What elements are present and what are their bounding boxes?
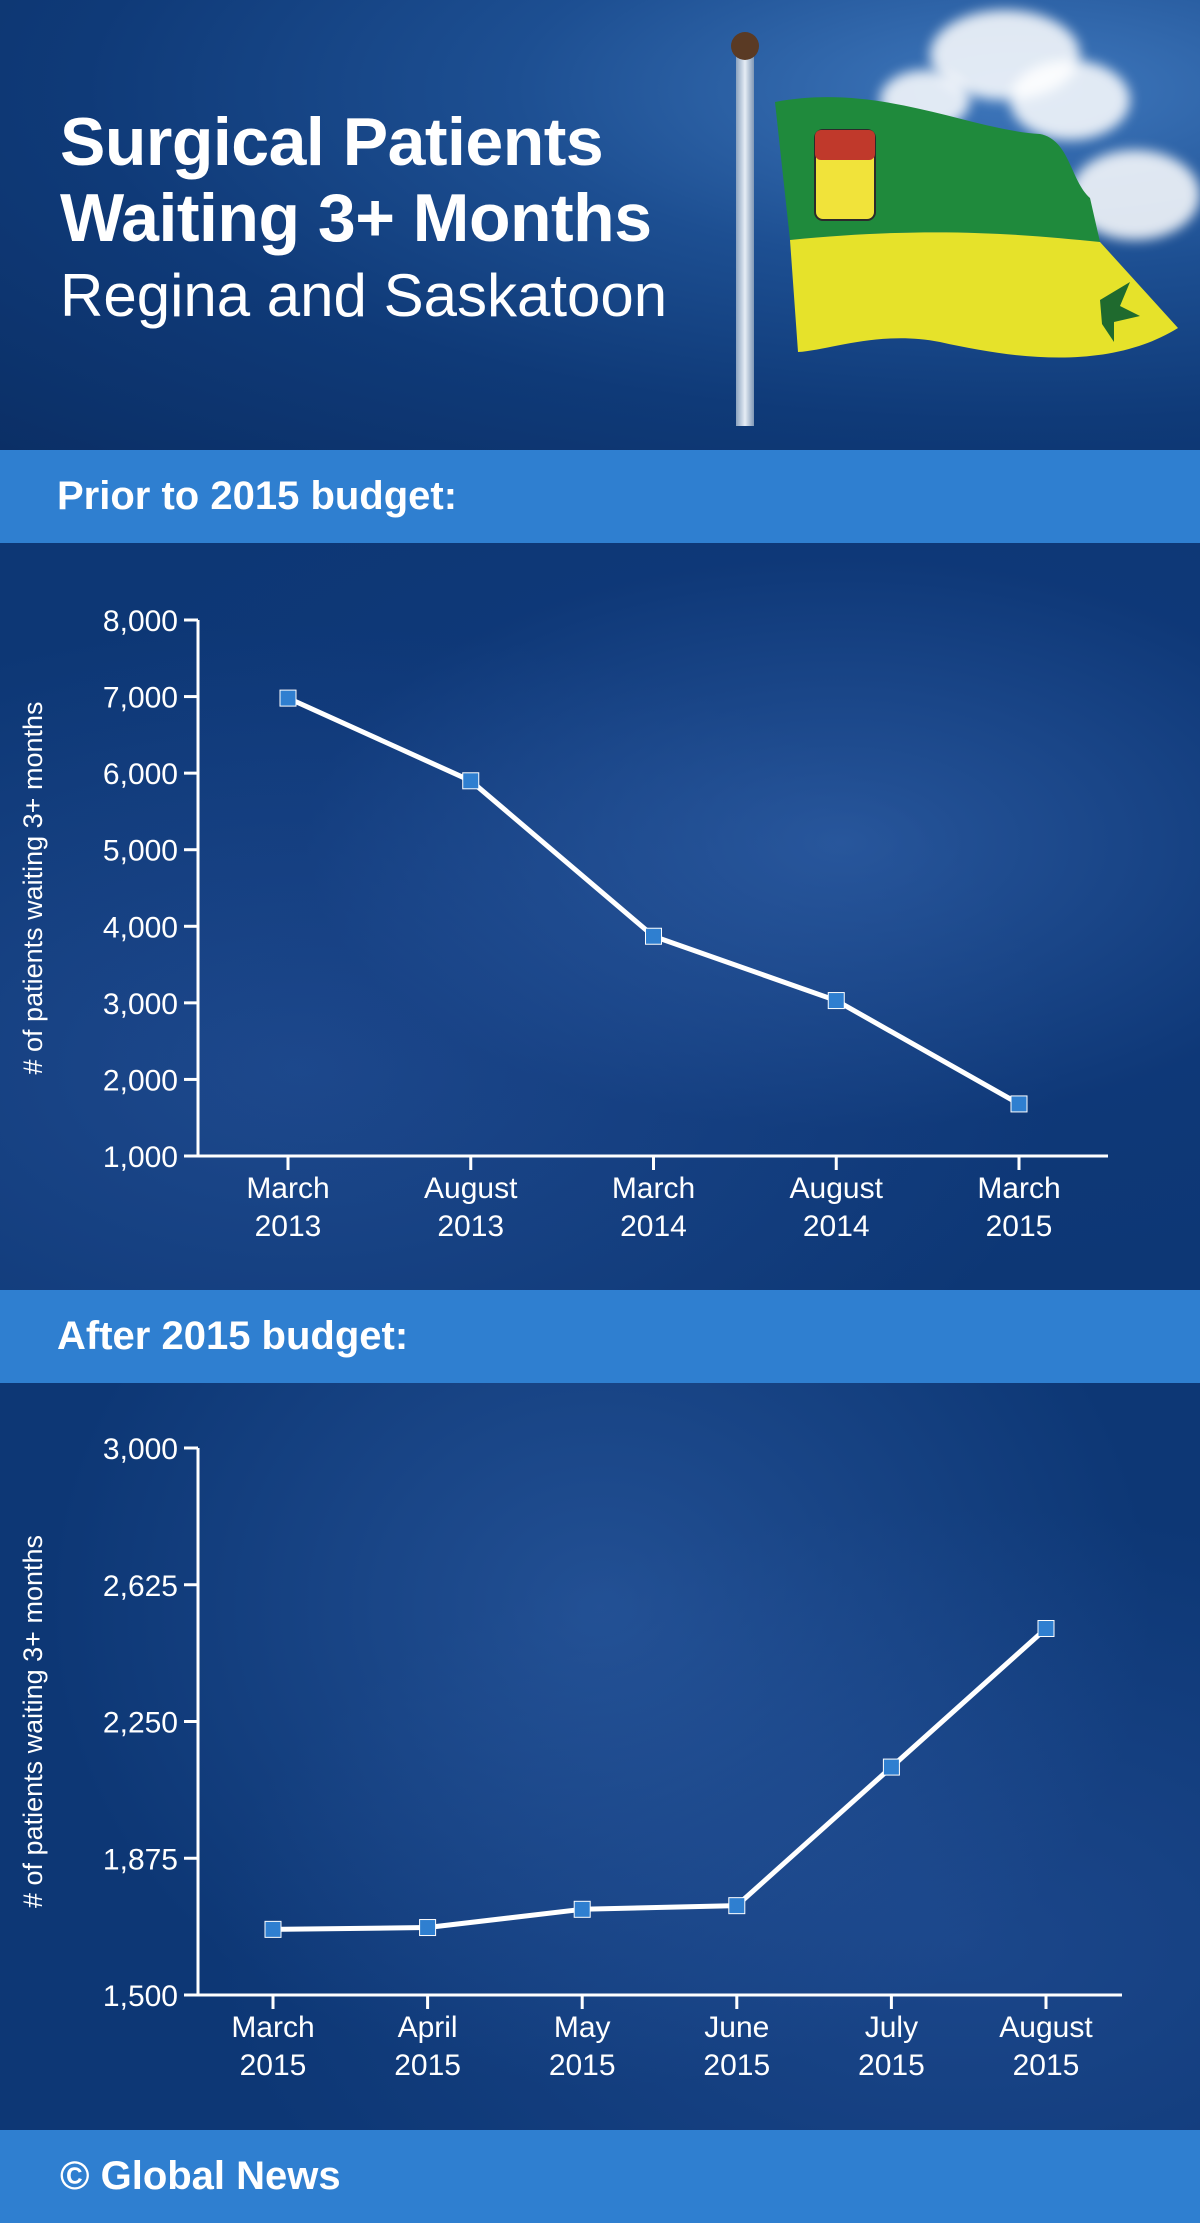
header: Surgical Patients Waiting 3+ Months Regi… (0, 0, 1200, 450)
x-tick-label: August 2013 (424, 1172, 518, 1243)
y-tick-label: 3,000 (103, 988, 178, 1021)
flag-pole (736, 46, 754, 426)
section-band-after: After 2015 budget: (0, 1290, 1200, 1383)
footer: © Global News (0, 2130, 1200, 2223)
data-point-marker (728, 1897, 746, 1915)
line-chart-before: 1,000 2,000 3,000 4,000 5,000 6,000 7,000 8,000… (18, 605, 1108, 1243)
y-axis-title: # of patients waiting 3+ months (18, 1535, 48, 1908)
y-tick-label: 6,000 (103, 758, 178, 791)
x-tick-label: April 2015 (394, 2011, 461, 2082)
y-tick-label: 1,000 (103, 1141, 178, 1174)
data-point-marker (827, 992, 845, 1010)
flag-yellow-half (790, 232, 1178, 358)
flag-shield-chief (815, 130, 875, 160)
y-axis-title: # of patients waiting 3+ months (18, 702, 48, 1075)
x-tick-label: July 2015 (858, 2011, 925, 2082)
y-tick-label: 4,000 (103, 911, 178, 944)
x-axis-ticks: March 2015 April 2015 May 2015 June 2015 July 201… (231, 1995, 1093, 2082)
data-point-marker (573, 1900, 591, 1918)
title-block: Surgical Patients Waiting 3+ Months Regi… (60, 104, 667, 332)
y-axis-ticks: 1,500 1,875 2,250 2,625 3,000 (103, 1433, 198, 2013)
section-band-before: Prior to 2015 budget: (0, 450, 1200, 543)
y-tick-label: 2,000 (103, 1064, 178, 1097)
x-tick-label: May 2015 (549, 2011, 616, 2082)
footer-credit: © Global News (60, 2154, 341, 2198)
section-title-after: After 2015 budget: (57, 1314, 409, 1358)
series-line (272, 1626, 1048, 1932)
y-tick-label: 1,500 (103, 1980, 178, 2013)
data-series (279, 689, 1028, 1113)
data-series (264, 1620, 1055, 1938)
series-line (286, 695, 1021, 1107)
page-title-line1: Surgical Patients (60, 104, 604, 180)
flag-lily-icon (1100, 282, 1140, 342)
x-tick-label: June 2015 (703, 2011, 770, 2082)
data-point-marker (1037, 1620, 1055, 1638)
x-axis-ticks: March 2013 August 2013 March 2014 August 2014 Ma… (246, 1156, 1061, 1243)
flag-pole-finial (731, 32, 759, 60)
y-axis-ticks: 1,000 2,000 3,000 4,000 5,000 6,000 7,000 8,000 (103, 605, 198, 1174)
y-tick-label: 8,000 (103, 605, 178, 638)
x-tick-label: August 2014 (790, 1172, 884, 1243)
y-tick-label: 2,250 (103, 1707, 178, 1740)
chart-panel-after: 1,500 1,875 2,250 2,625 3,000 March 2015 April… (0, 1383, 1200, 2130)
y-tick-label: 1,875 (103, 1843, 178, 1876)
saskatchewan-flag-icon (731, 32, 1178, 426)
data-point-marker (264, 1920, 282, 1938)
x-tick-label: March 2015 (231, 2011, 314, 2082)
x-tick-label: March 2015 (977, 1172, 1060, 1243)
page-title-line2: Waiting 3+ Months (60, 180, 652, 256)
y-axis-label: # of patients waiting 3+ months (18, 702, 48, 1075)
line-chart-after: 1,500 1,875 2,250 2,625 3,000 March 2015 April… (18, 1433, 1122, 2082)
x-tick-label: August 2015 (999, 2011, 1093, 2082)
y-tick-label: 7,000 (103, 682, 178, 715)
section-title-before: Prior to 2015 budget: (57, 474, 458, 518)
data-point-marker (462, 772, 480, 790)
page-subtitle: Regina and Saskatoon (60, 262, 668, 329)
data-point-marker (1010, 1095, 1028, 1113)
chart-axes (196, 1448, 1122, 1997)
y-tick-label: 2,625 (103, 1570, 178, 1603)
data-point-marker (279, 689, 297, 707)
chart-panel-before: 1,000 2,000 3,000 4,000 5,000 6,000 7,000 8,000… (0, 543, 1200, 1293)
y-tick-label: 5,000 (103, 835, 178, 868)
data-point-marker (882, 1758, 900, 1776)
x-tick-label: March 2013 (246, 1172, 329, 1243)
cloud-decoration (1010, 60, 1130, 140)
y-axis-label: # of patients waiting 3+ months (18, 1535, 48, 1908)
x-tick-label: March 2014 (612, 1172, 695, 1243)
y-tick-label: 3,000 (103, 1433, 178, 1466)
data-point-marker (645, 927, 662, 945)
data-point-marker (419, 1919, 437, 1937)
